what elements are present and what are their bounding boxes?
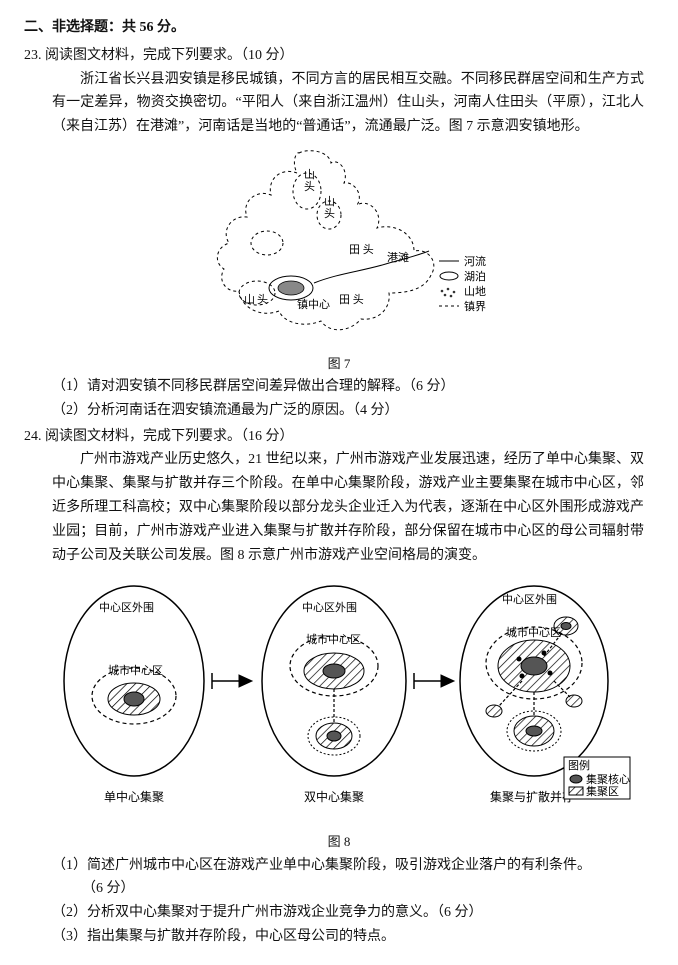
figure-7-svg: 山 头 山 头 山 头 港滩 田 头 田 头 镇中心 河流 湖泊 山地 镇界 xyxy=(179,143,499,353)
svg-text:湖泊: 湖泊 xyxy=(464,270,486,283)
svg-text:城市中心区: 城市中心区 xyxy=(108,663,163,677)
figure-8-legend: 图例 集聚核心 集聚区 xyxy=(564,757,630,799)
figure-8-svg: 中心区外围 城市中心区 单中心集聚 中心区外围 城市中心区 xyxy=(44,571,634,831)
svg-text:中心区外围: 中心区外围 xyxy=(99,601,154,614)
q24-sub3: （3）指出集聚与扩散并存阶段，中心区母公司的特点。 xyxy=(52,925,644,949)
svg-text:山地: 山地 xyxy=(464,285,486,298)
figure-8: 中心区外围 城市中心区 单中心集聚 中心区外围 城市中心区 xyxy=(24,571,654,831)
stage-1: 中心区外围 城市中心区 单中心集聚 xyxy=(64,586,204,804)
svg-text:头: 头 xyxy=(324,207,335,220)
map-label-tiantou-a: 田 头 xyxy=(349,243,374,256)
q23-stem: 23. 阅读图文材料，完成下列要求。（10 分） xyxy=(24,44,654,68)
svg-text:集聚与扩散并存: 集聚与扩散并存 xyxy=(490,789,574,804)
stage-2: 中心区外围 城市中心区 双中心集聚 xyxy=(262,586,406,804)
svg-text:中心区外围: 中心区外围 xyxy=(302,601,357,614)
svg-text:中心区外围: 中心区外围 xyxy=(502,593,557,606)
map-label-tiantou-b: 田 头 xyxy=(339,293,364,306)
q24-paragraph: 广州市游戏产业历史悠久，21 世纪以来，广州市游戏产业发展迅速，经历了单中心集聚… xyxy=(52,448,644,567)
q24-sub2: （2）分析双中心集聚对于提升广州市游戏企业竞争力的意义。（6 分） xyxy=(52,901,644,925)
map-label-shantou-c: 山 xyxy=(244,293,255,306)
arrow-1 xyxy=(212,673,252,689)
svg-text:城市中心区: 城市中心区 xyxy=(306,632,361,646)
map-label-gangtan: 港滩 xyxy=(387,250,409,264)
svg-text:河流: 河流 xyxy=(464,254,486,268)
arrow-2 xyxy=(414,673,454,689)
figure-7-caption: 图 7 xyxy=(24,353,654,375)
map-label-zhenzhongxin: 镇中心 xyxy=(297,297,330,311)
q24-stem: 24. 阅读图文材料，完成下列要求。（16 分） xyxy=(24,425,654,449)
map-label-shantou-a: 山 xyxy=(304,168,315,181)
svg-text:集聚区: 集聚区 xyxy=(586,784,619,798)
map-label-shantou-b: 山 xyxy=(324,195,335,208)
svg-text:单中心集聚: 单中心集聚 xyxy=(104,789,164,804)
q23-paragraph: 浙江省长兴县泗安镇是移民城镇，不同方言的居民相互交融。不同移民群居空间和生产方式… xyxy=(52,68,644,139)
section-header: 二、非选择题：共 56 分。 xyxy=(24,16,654,40)
figure-7-legend: 河流 湖泊 山地 镇界 xyxy=(439,254,486,313)
svg-text:图例: 图例 xyxy=(568,758,590,772)
svg-text:城市中心区: 城市中心区 xyxy=(506,625,561,639)
q24-sub1-line2: （6 分） xyxy=(82,877,654,901)
q23-sub2: （2）分析河南话在泗安镇流通最为广泛的原因。（4 分） xyxy=(52,399,644,423)
figure-8-caption: 图 8 xyxy=(24,831,654,853)
q23-sub1: （1）请对泗安镇不同移民群居空间差异做出合理的解释。（6 分） xyxy=(52,375,644,399)
q24-sub1-line1: （1）简述广州城市中心区在游戏产业单中心集聚阶段，吸引游戏企业落户的有利条件。 xyxy=(52,854,644,878)
svg-text:头: 头 xyxy=(257,293,268,306)
svg-text:双中心集聚: 双中心集聚 xyxy=(304,789,364,804)
svg-text:头: 头 xyxy=(304,180,315,193)
svg-text:集聚核心: 集聚核心 xyxy=(586,772,630,786)
svg-text:镇界: 镇界 xyxy=(464,299,486,313)
figure-7: 山 头 山 头 山 头 港滩 田 头 田 头 镇中心 河流 湖泊 山地 镇界 xyxy=(24,143,654,353)
